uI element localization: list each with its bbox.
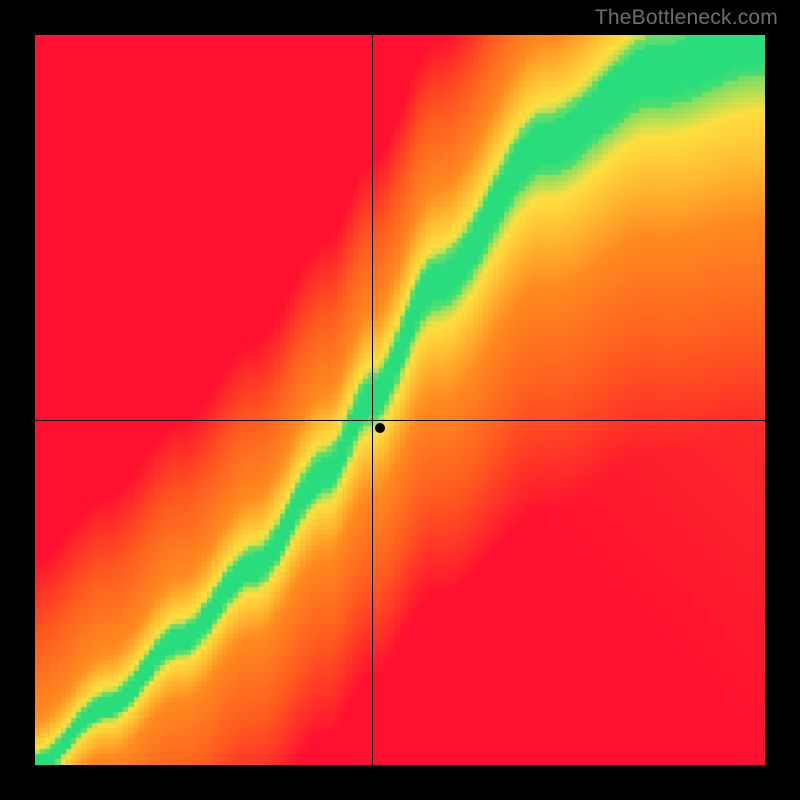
- heatmap-canvas: [35, 35, 765, 765]
- chart-container: TheBottleneck.com: [0, 0, 800, 800]
- plot-area: [35, 35, 765, 765]
- watermark-text: TheBottleneck.com: [595, 6, 778, 30]
